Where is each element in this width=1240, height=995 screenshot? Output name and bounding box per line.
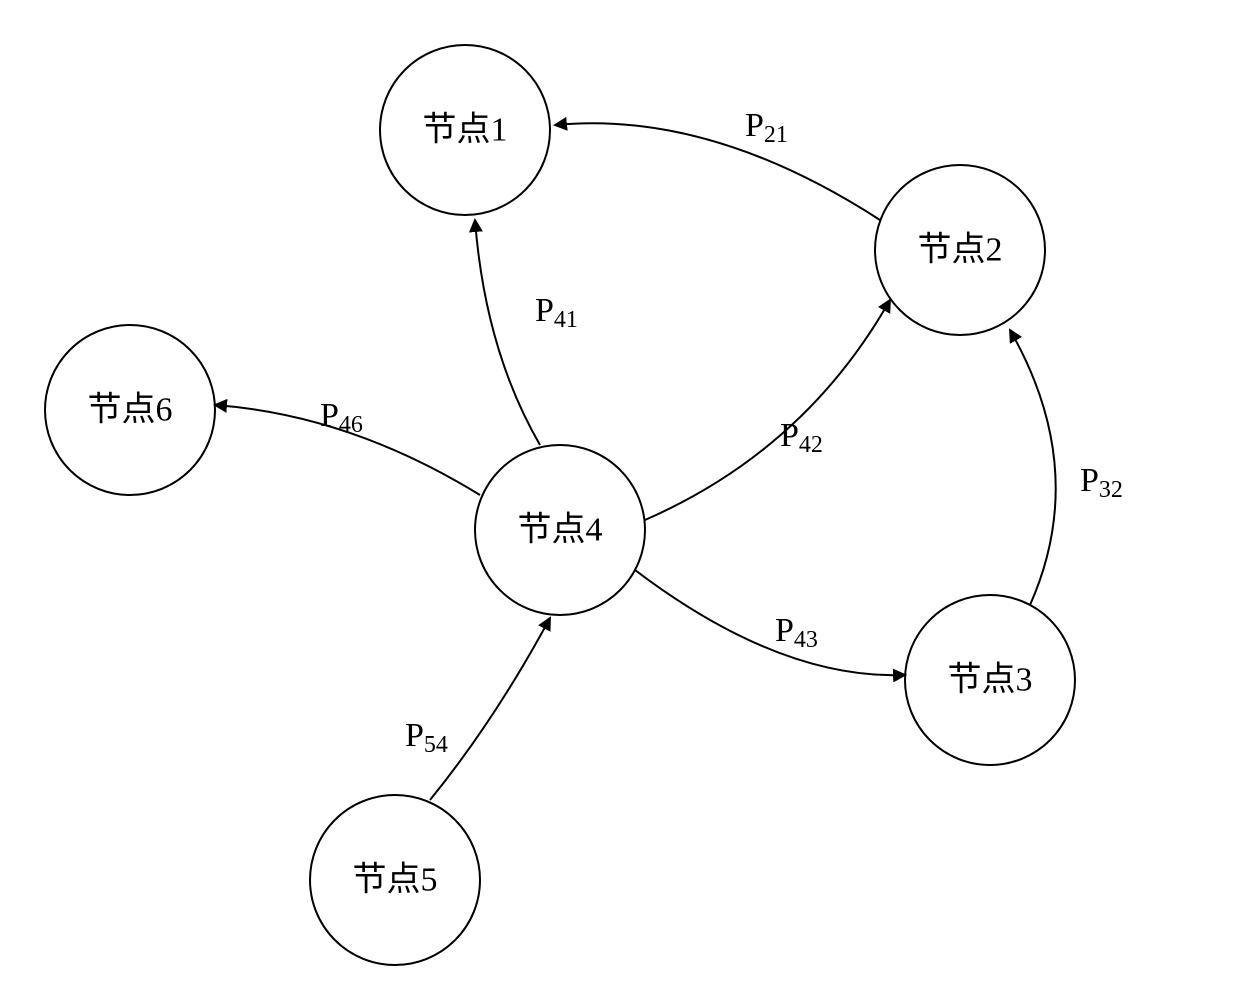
- node-label-n6: 节点6: [88, 391, 173, 429]
- edge-label-sub: 21: [764, 122, 788, 148]
- node-label-n3: 节点3: [948, 661, 1033, 699]
- edge-label-main: P: [405, 717, 424, 754]
- edge-label-main: P: [775, 612, 794, 649]
- nodes-layer: 节点1 节点2 节点3 节点4 节点5 节点6: [45, 45, 1075, 965]
- edge-e54: [430, 618, 550, 800]
- edge-label-sub: 46: [339, 412, 363, 438]
- edge-label-main: P: [745, 107, 764, 144]
- network-diagram: 节点1节点2节点3节点4节点5节点6 P21P41P46P42P43P32P54: [0, 0, 1240, 995]
- node-label-n5: 节点5: [353, 861, 438, 899]
- edge-label-sub: 32: [1099, 477, 1123, 503]
- edge-e41: [475, 220, 540, 445]
- node-label-n1: 节点1: [423, 111, 508, 149]
- node-label-n2: 节点2: [918, 231, 1003, 269]
- edge-label-sub: 43: [794, 627, 818, 653]
- edge-label-main: P: [1080, 462, 1099, 499]
- edge-label-main: P: [320, 397, 339, 434]
- edge-label-e32: P32: [1080, 462, 1123, 504]
- edge-e43: [635, 570, 905, 675]
- edge-label-e46: P46: [320, 397, 363, 439]
- edges-layer: [215, 123, 1056, 800]
- edge-e42: [645, 300, 890, 520]
- edge-label-e43: P43: [775, 612, 818, 654]
- edge-label-e54: P54: [405, 717, 448, 759]
- edge-e21: [555, 123, 880, 220]
- edge-label-sub: 42: [799, 432, 823, 458]
- edge-label-main: P: [535, 292, 554, 329]
- edge-labels-layer: P21P41P46P42P43P32P54: [320, 107, 1123, 759]
- edge-label-sub: 54: [424, 732, 448, 758]
- edge-label-e21: P21: [745, 107, 788, 149]
- edge-e32: [1010, 330, 1056, 605]
- edge-label-e42: P42: [780, 417, 823, 459]
- edge-label-main: P: [780, 417, 799, 454]
- node-label-n4: 节点4: [518, 511, 603, 549]
- edge-label-e41: P41: [535, 292, 578, 334]
- edge-label-sub: 41: [554, 307, 578, 333]
